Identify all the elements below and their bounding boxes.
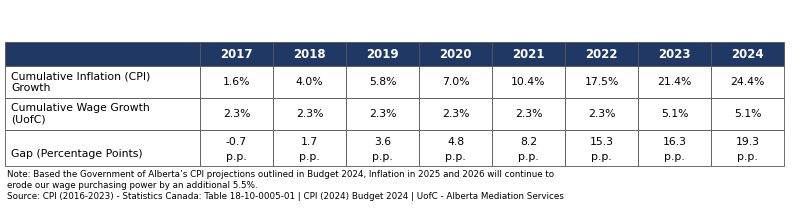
Text: p.p.: p.p. bbox=[445, 152, 466, 162]
Text: p.p.: p.p. bbox=[591, 152, 612, 162]
Text: 16.3: 16.3 bbox=[662, 137, 686, 146]
Bar bbox=[346, 98, 419, 130]
Bar bbox=[5, 98, 200, 130]
Text: 2.3%: 2.3% bbox=[369, 109, 396, 119]
Text: 2024: 2024 bbox=[731, 48, 764, 60]
Bar bbox=[711, 98, 784, 130]
Text: p.p.: p.p. bbox=[737, 152, 758, 162]
Bar bbox=[5, 42, 200, 66]
Text: 2017: 2017 bbox=[220, 48, 253, 60]
Text: 19.3: 19.3 bbox=[735, 137, 759, 146]
Text: 3.6: 3.6 bbox=[374, 137, 391, 146]
Text: p.p.: p.p. bbox=[372, 152, 393, 162]
Text: Note: Based the Government of Alberta’s CPI projections outlined in Budget 2024,: Note: Based the Government of Alberta’s … bbox=[7, 170, 554, 179]
Bar bbox=[565, 66, 638, 98]
Text: 4.0%: 4.0% bbox=[296, 77, 323, 87]
Bar bbox=[346, 42, 419, 66]
Bar bbox=[5, 66, 200, 98]
Text: 5.1%: 5.1% bbox=[734, 109, 762, 119]
Text: p.p.: p.p. bbox=[518, 152, 539, 162]
Text: p.p.: p.p. bbox=[664, 152, 685, 162]
Text: Cumulative Inflation (CPI)
Growth: Cumulative Inflation (CPI) Growth bbox=[11, 71, 150, 93]
Text: p.p.: p.p. bbox=[226, 152, 247, 162]
Text: -0.7: -0.7 bbox=[226, 137, 247, 146]
Bar bbox=[419, 66, 492, 98]
Bar bbox=[492, 66, 565, 98]
Text: 2.3%: 2.3% bbox=[296, 109, 323, 119]
Bar bbox=[492, 42, 565, 66]
Bar bbox=[273, 130, 346, 166]
Text: 4.8: 4.8 bbox=[447, 137, 464, 146]
Bar bbox=[200, 98, 273, 130]
Text: 2.3%: 2.3% bbox=[222, 109, 250, 119]
Text: 5.8%: 5.8% bbox=[369, 77, 396, 87]
Text: erode our wage purchasing power by an additional 5.5%.: erode our wage purchasing power by an ad… bbox=[7, 181, 258, 190]
Bar bbox=[273, 98, 346, 130]
Text: 2.3%: 2.3% bbox=[442, 109, 470, 119]
Bar bbox=[711, 66, 784, 98]
Bar bbox=[492, 130, 565, 166]
Bar bbox=[638, 42, 711, 66]
Text: 2.3%: 2.3% bbox=[588, 109, 615, 119]
Bar bbox=[273, 42, 346, 66]
Text: 24.4%: 24.4% bbox=[730, 77, 765, 87]
Text: 2.3%: 2.3% bbox=[514, 109, 542, 119]
Text: Source: CPI (2016-2023) - Statistics Canada: Table 18-10-0005-01 | CPI (2024) Bu: Source: CPI (2016-2023) - Statistics Can… bbox=[7, 192, 564, 201]
Text: 2018: 2018 bbox=[293, 48, 326, 60]
Bar bbox=[638, 66, 711, 98]
Bar bbox=[200, 130, 273, 166]
Text: p.p.: p.p. bbox=[299, 152, 320, 162]
Text: 17.5%: 17.5% bbox=[584, 77, 618, 87]
Bar bbox=[565, 98, 638, 130]
Bar bbox=[273, 66, 346, 98]
Text: 2019: 2019 bbox=[366, 48, 399, 60]
Bar bbox=[346, 66, 419, 98]
Bar bbox=[200, 66, 273, 98]
Text: 1.6%: 1.6% bbox=[222, 77, 250, 87]
Text: 2020: 2020 bbox=[439, 48, 472, 60]
Bar bbox=[638, 98, 711, 130]
Text: 2022: 2022 bbox=[586, 48, 618, 60]
Text: Gap (Percentage Points): Gap (Percentage Points) bbox=[11, 149, 142, 159]
Text: 15.3: 15.3 bbox=[590, 137, 614, 146]
Bar bbox=[565, 42, 638, 66]
Bar bbox=[711, 42, 784, 66]
Text: 2023: 2023 bbox=[658, 48, 690, 60]
Bar bbox=[346, 130, 419, 166]
Bar bbox=[5, 130, 200, 166]
Text: 10.4%: 10.4% bbox=[511, 77, 546, 87]
Bar bbox=[419, 130, 492, 166]
Text: Cumulative Wage Growth
(UofC): Cumulative Wage Growth (UofC) bbox=[11, 103, 150, 125]
Bar bbox=[565, 130, 638, 166]
Text: 7.0%: 7.0% bbox=[442, 77, 470, 87]
Text: 1.7: 1.7 bbox=[301, 137, 318, 146]
Text: 21.4%: 21.4% bbox=[658, 77, 692, 87]
Bar bbox=[200, 42, 273, 66]
Text: 8.2: 8.2 bbox=[520, 137, 537, 146]
Bar bbox=[711, 130, 784, 166]
Bar bbox=[419, 98, 492, 130]
Text: 5.1%: 5.1% bbox=[661, 109, 688, 119]
Bar bbox=[492, 98, 565, 130]
Text: 2021: 2021 bbox=[512, 48, 545, 60]
Bar bbox=[419, 42, 492, 66]
Bar bbox=[638, 130, 711, 166]
